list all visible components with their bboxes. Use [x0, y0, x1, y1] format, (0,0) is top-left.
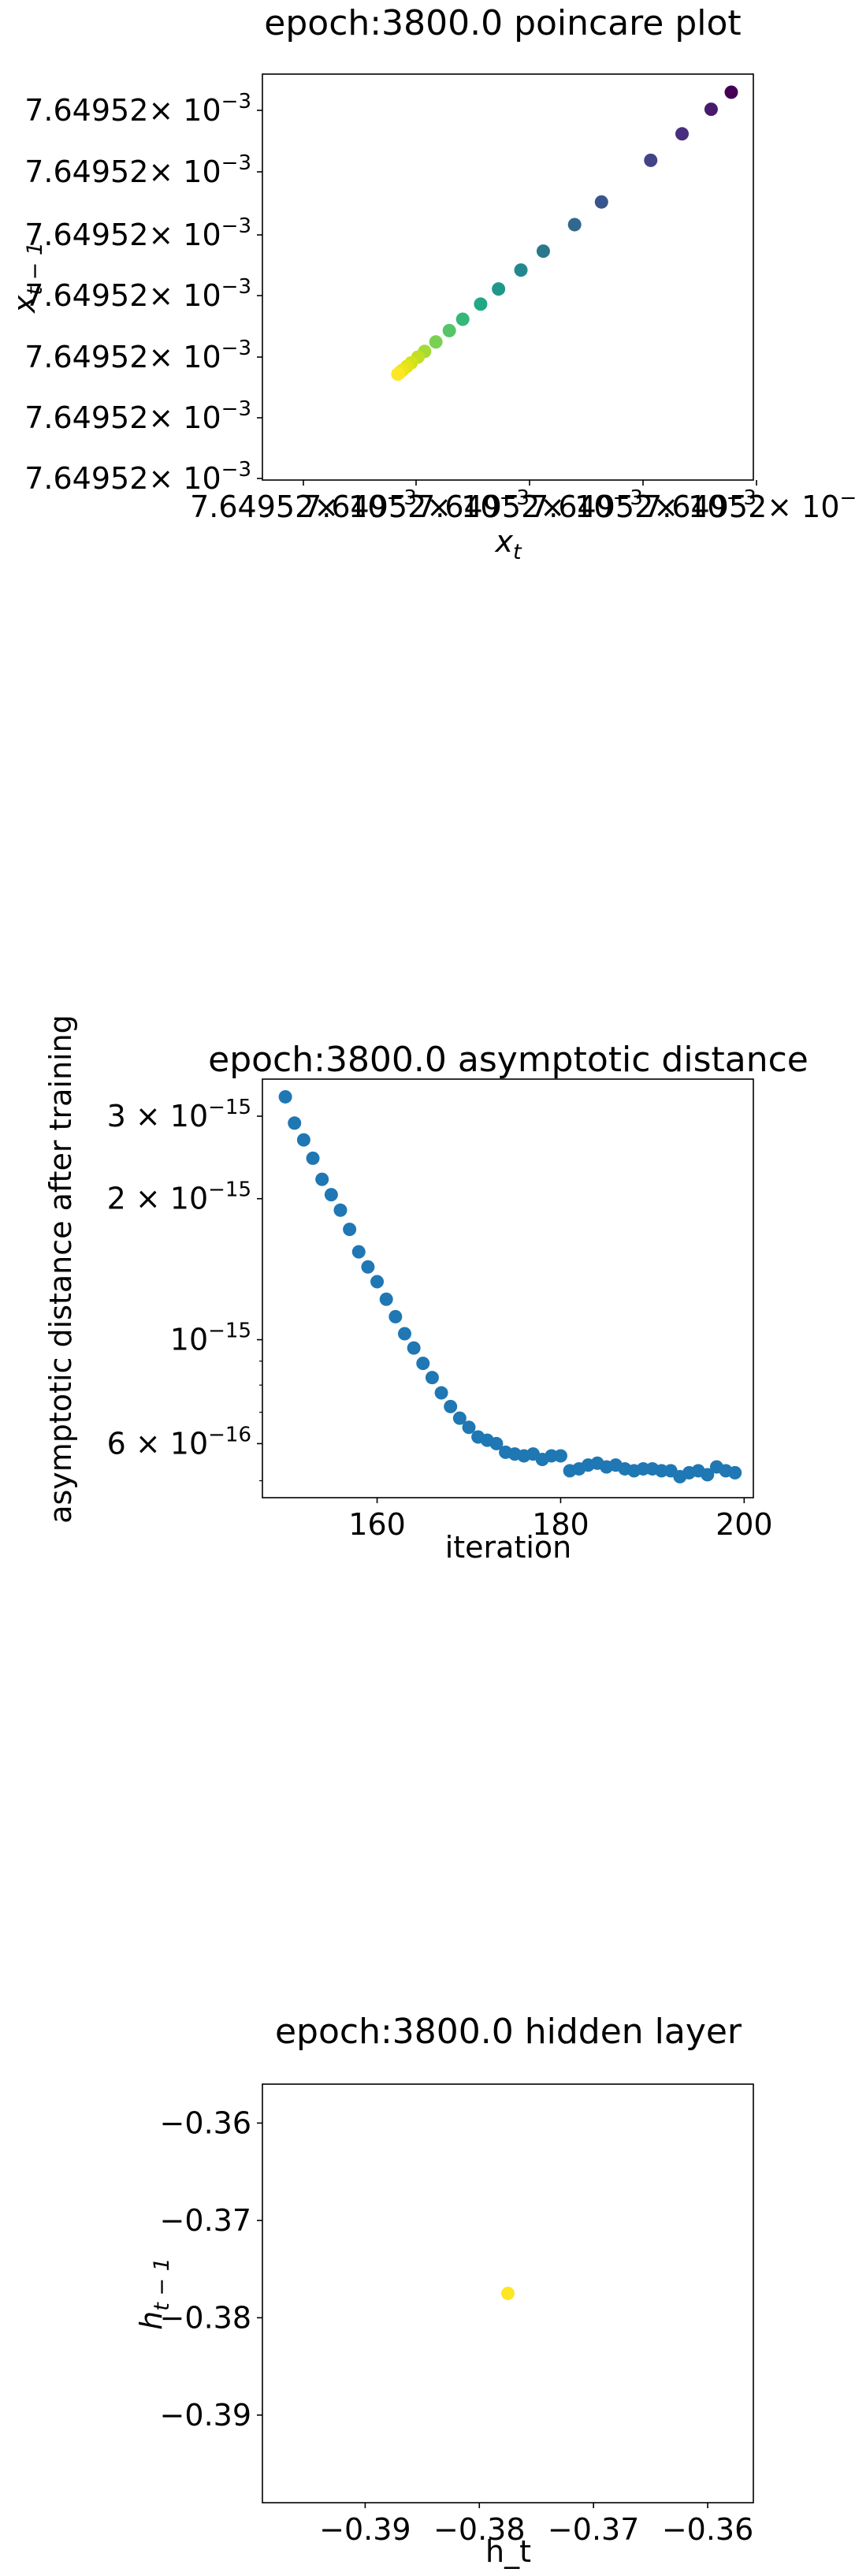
- poincare-point: [724, 85, 738, 99]
- asymptotic-point: [324, 1188, 338, 1202]
- poincare-point: [429, 335, 443, 349]
- asymptotic-ticks: 3 × 10−15 2 × 10−15 10−15 6 × 10−16 160 180 20…: [107, 1096, 773, 1542]
- asymptotic-point: [728, 1465, 742, 1480]
- poincare-point: [644, 153, 658, 167]
- poincare-ytick-label: 7.64952× 10−3: [24, 458, 251, 496]
- poincare-ylabel: xt − 1: [7, 242, 47, 314]
- asymptotic-ytick-label: 6 × 10−16: [107, 1423, 251, 1461]
- poincare-ytick-label: 7.64952× 10−3: [24, 151, 251, 189]
- poincare-point: [391, 367, 405, 382]
- hidden-layer-ytick-label: −0.39: [160, 2398, 251, 2433]
- poincare-xlabel: xt: [494, 524, 522, 564]
- asymptotic-ytick-label: 10−15: [170, 1320, 251, 1357]
- hidden-layer-ylabel: ht − 1: [134, 2258, 174, 2330]
- poincare-xlabel-sub: t: [513, 540, 522, 564]
- asymptotic-point: [388, 1309, 403, 1323]
- asymptotic-point: [425, 1371, 439, 1385]
- asymptotic-point: [489, 1436, 504, 1450]
- poincare-xtick-label: 7.64952× 10−3: [643, 486, 855, 524]
- hidden-layer-ylabel-base: h: [134, 2311, 169, 2330]
- hidden-layer-ytick-label: −0.38: [160, 2300, 251, 2335]
- poincare-xtick-label: 7.64952× 10−3: [530, 486, 756, 524]
- asymptotic-point: [315, 1172, 329, 1186]
- poincare-point: [704, 102, 718, 117]
- hidden-layer-title: epoch:3800.0 hidden layer: [275, 2012, 742, 2052]
- poincare-ytick-label: 7.64952× 10−3: [24, 275, 251, 313]
- poincare-xtick-label: 7.64952× 10−3: [416, 486, 643, 524]
- poincare-ytick-label: 7.64952× 10−3: [24, 214, 251, 252]
- poincare-plot-area: [262, 73, 754, 481]
- asymptotic-point: [306, 1151, 320, 1165]
- asymptotic-point: [462, 1420, 476, 1435]
- poincare-xtick-label: 7.64952× 10−3: [303, 486, 530, 524]
- poincare-point: [594, 195, 608, 209]
- hidden-layer-xtick-label: −0.38: [433, 2512, 525, 2547]
- asymptotic-points: [278, 1089, 742, 1483]
- asymptotic-ylabel: asymptotic distance after training: [43, 1014, 78, 1524]
- asymptotic-point: [636, 1461, 650, 1476]
- poincare-xtick-label: 7.64952× 10−3: [190, 486, 417, 524]
- poincare-points: [391, 85, 738, 382]
- poincare-point: [536, 244, 550, 259]
- asymptotic-xtick-label: 160: [348, 1507, 406, 1542]
- poincare-ticks: 7.64952× 10−37.64952× 10−37.64952× 10−37…: [24, 90, 855, 524]
- poincare-point: [567, 218, 582, 232]
- asymptotic-ytick-label: 2 × 10−15: [107, 1178, 251, 1216]
- poincare-point: [442, 323, 456, 337]
- asymptotic-point: [452, 1411, 467, 1425]
- poincare-ytick-label: 7.64952× 10−3: [24, 397, 251, 435]
- asymptotic-point: [553, 1449, 567, 1463]
- asymptotic-point: [288, 1116, 302, 1130]
- asymptotic-xlabel: iteration: [445, 1530, 572, 1565]
- poincare-title: epoch:3800.0 poincare plot: [264, 3, 741, 43]
- asymptotic-ytick-label: 3 × 10−15: [107, 1096, 251, 1134]
- poincare-chart: epoch:3800.0 poincare plot 7.64952× 10−3…: [7, 3, 855, 564]
- asymptotic-point: [444, 1399, 458, 1413]
- asymptotic-point: [278, 1089, 292, 1104]
- asymptotic-point: [333, 1203, 348, 1217]
- hidden-layer-ticks: −0.36 −0.37 −0.38 −0.39 −0.39 −0.38 −0.37 −0.36: [160, 2105, 754, 2547]
- asymptotic-point: [655, 1464, 669, 1478]
- asymptotic-point: [701, 1468, 715, 1482]
- hidden-layer-ylabel-sub: t − 1: [150, 2258, 174, 2311]
- hidden-layer-ytick-label: −0.37: [160, 2203, 251, 2238]
- hidden-layer-point: [501, 2287, 515, 2300]
- poincare-xlabel-base: x: [494, 524, 513, 559]
- poincare-ylabel-sub: t − 1: [23, 242, 47, 296]
- hidden-layer-xtick-label: −0.39: [319, 2512, 411, 2547]
- asymptotic-point: [416, 1357, 430, 1371]
- hidden-layer-ytick-label: −0.36: [160, 2105, 251, 2140]
- hidden-layer-points: [501, 2287, 515, 2300]
- poincare-point: [492, 282, 506, 296]
- asymptotic-point: [361, 1260, 375, 1274]
- asymptotic-point: [545, 1449, 559, 1463]
- hidden-layer-xtick-label: −0.36: [662, 2512, 753, 2547]
- asymptotic-plot-area: [262, 1078, 754, 1498]
- asymptotic-point: [296, 1133, 310, 1147]
- poincare-ytick-label: 7.64952× 10−3: [24, 337, 251, 374]
- poincare-point: [675, 127, 690, 141]
- poincare-ytick-label: 7.64952× 10−3: [24, 90, 251, 128]
- hidden-layer-plot-area: [262, 2083, 754, 2503]
- asymptotic-title: epoch:3800.0 asymptotic distance: [208, 1040, 809, 1080]
- asymptotic-point: [351, 1245, 366, 1259]
- asymptotic-xtick-label: 180: [532, 1507, 589, 1542]
- poincare-ylabel-base: x: [7, 295, 42, 314]
- asymptotic-point: [370, 1275, 385, 1289]
- asymptotic-point: [434, 1386, 448, 1400]
- hidden-layer-xlabel: h_t: [485, 2534, 531, 2569]
- poincare-point: [514, 263, 528, 277]
- asymptotic-point: [397, 1327, 411, 1341]
- asymptotic-chart: epoch:3800.0 asymptotic distance 3 × 10−…: [43, 1014, 809, 1565]
- hidden-layer-xtick-label: −0.37: [548, 2512, 639, 2547]
- poincare-point: [474, 297, 488, 311]
- asymptotic-point: [379, 1292, 393, 1306]
- poincare-point: [455, 312, 470, 326]
- asymptotic-point: [407, 1341, 421, 1355]
- asymptotic-xtick-label: 200: [716, 1507, 773, 1542]
- hidden-layer-chart: epoch:3800.0 hidden layer −0.36−0.37−0.3…: [134, 2012, 754, 2569]
- asymptotic-point: [343, 1223, 357, 1237]
